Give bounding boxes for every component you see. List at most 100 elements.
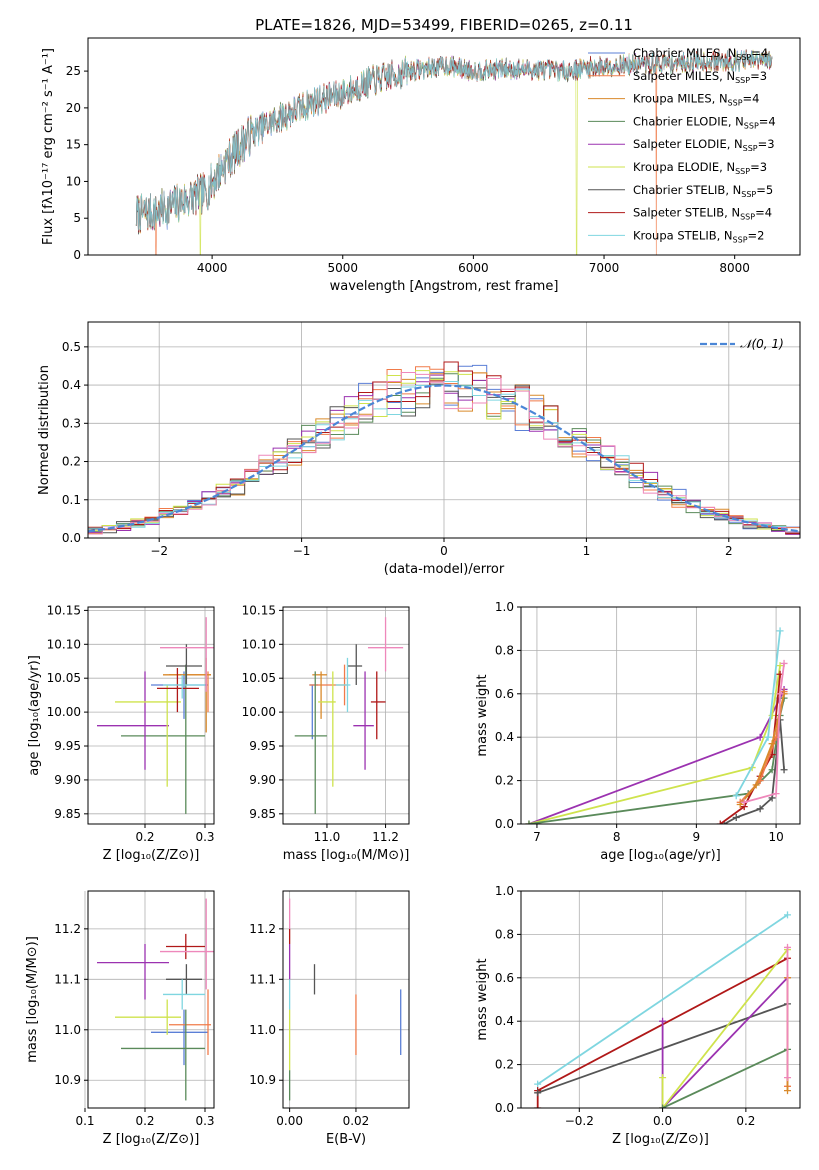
weight-marker	[659, 1074, 667, 1082]
legend-entry-sub: SSP	[744, 121, 759, 130]
x-axis-label: (data-model)/error	[384, 562, 505, 577]
weight-marker	[534, 1089, 542, 1097]
weight-marker	[756, 733, 764, 741]
x-axis-label: Z [log₁₀(Z/Z⊙)]	[103, 1132, 200, 1147]
x-tick-label: 0.0	[653, 1114, 672, 1128]
y-tick-label: 0	[73, 248, 81, 262]
y-tick-label: 0.0	[495, 1101, 514, 1115]
error-point-7	[157, 668, 199, 713]
error-point-4	[115, 999, 181, 1035]
mass-vs-z-panel: 0.1 0.2 0.3 10.9 11.0 11.1 11.2 Z [log₁₀(Z/Z⊙)]…	[25, 890, 215, 1147]
y-tick-label: 1.0	[495, 884, 514, 898]
weight-line-3	[723, 719, 785, 824]
weight-marker	[716, 820, 724, 824]
axes-frame	[87, 321, 801, 539]
legend-entry: Salpeter ELODIE, NSSP=3	[633, 137, 775, 153]
legend-entry-sub: SSP	[740, 213, 755, 222]
y-axis-label: mass [log₁₀(M/M⊙)]	[25, 936, 40, 1063]
y-tick-label: 0.4	[495, 1014, 514, 1028]
x-tick-label: 0.00	[276, 1114, 303, 1128]
error-point-1	[169, 989, 211, 1056]
x-tick-label: 11.0	[314, 830, 341, 844]
weight-line-5	[662, 1048, 788, 1108]
y-tick-label: 11.2	[54, 922, 81, 936]
x-tick-label: 10	[768, 830, 783, 844]
x-axis-label: mass [log₁₀(M/M⊙)]	[283, 848, 410, 863]
spectrum-line-8	[135, 50, 773, 231]
weight-line-0	[537, 914, 789, 1085]
y-tick-label: 15	[66, 138, 81, 152]
weight-vs-age-panel: 7 8 9 10 0.0 0.2 0.4 0.6 0.8 1.0 age [log₁₀(age/yr…	[475, 600, 801, 863]
weight-line-1	[528, 665, 781, 824]
weight-marker	[780, 659, 788, 667]
x-axis-label: wavelength [Angstrom, rest frame]	[330, 279, 559, 294]
plot-area	[288, 898, 402, 1101]
weight-marker	[784, 1087, 792, 1095]
y-tick-label: 11.1	[249, 972, 276, 986]
y-tick-label: 0.8	[495, 643, 514, 657]
legend-entry-sub: SSP	[735, 76, 750, 85]
legend-entry-main: Kroupa ELODIE, N	[633, 160, 735, 174]
y-tick-label: 10.9	[249, 1073, 276, 1087]
weight-line-5	[735, 630, 781, 797]
legend-entry-main: Chabrier ELODIE, N	[633, 114, 744, 128]
x-tick-label: 0.02	[343, 1114, 370, 1128]
x-tick-label: 7	[533, 830, 541, 844]
error-point-6	[166, 933, 205, 960]
legend-entry-tail: =4	[755, 206, 772, 220]
legend-entry-tail: =4	[759, 114, 776, 128]
weight-vs-z-panel: −0.2 0.0 0.2 0.0 0.2 0.4 0.6 0.8 1.0 Z [log₁₀(Z/Z…	[475, 884, 801, 1147]
y-tick-label: 5	[73, 211, 81, 225]
x-tick-label: 0.2	[135, 830, 154, 844]
weight-marker	[534, 1080, 542, 1088]
weight-marker	[659, 1104, 667, 1108]
error-point-4	[97, 671, 169, 770]
legend-entry: Kroupa MILES, NSSP=4	[633, 92, 759, 108]
y-tick-label: 0.4	[62, 378, 81, 392]
legend-entry-sub: SSP	[736, 53, 751, 62]
x-tick-label: −1	[293, 544, 311, 558]
error-point-5	[115, 684, 181, 787]
weight-marker	[776, 627, 784, 635]
plot-area	[97, 898, 214, 1101]
axes-frame	[282, 890, 410, 1109]
x-tick-label: 9	[693, 830, 701, 844]
x-tick-label: 2	[725, 544, 733, 558]
legend-entry: Kroupa ELODIE, NSSP=3	[633, 160, 767, 176]
legend-entry-main: Chabrier STELIB, N	[633, 183, 741, 197]
weight-line-3	[661, 977, 789, 1108]
plot-area	[135, 49, 773, 255]
gaussian-curve	[88, 384, 800, 533]
residuals-panel: −2 −1 0 1 2 0.0 0.1 0.2 0.3 0.4 0.5 (data-model)/er…	[37, 321, 801, 577]
y-tick-label: 0.8	[495, 927, 514, 941]
error-point-5	[318, 671, 336, 787]
y-tick-label: 0.3	[62, 416, 81, 430]
weight-marker	[768, 740, 776, 748]
x-tick-label: 4000	[197, 261, 228, 275]
axes-frame	[87, 606, 215, 825]
weight-marker	[534, 1104, 542, 1108]
weight-marker	[764, 733, 772, 741]
legend-entry-tail: =5	[756, 183, 773, 197]
weight-marker	[784, 911, 792, 919]
axes-frame	[282, 606, 410, 825]
y-tick-label: 10.15	[47, 603, 81, 617]
legend-entry-main: Salpeter MILES, N	[633, 69, 735, 83]
x-axis-label: Z [log₁₀(Z/Z⊙)]	[612, 1132, 709, 1147]
error-point-9	[367, 617, 404, 672]
weight-marker	[776, 662, 784, 670]
x-tick-label: −0.2	[565, 1114, 594, 1128]
x-tick-label: 0.2	[736, 1114, 755, 1128]
x-tick-label: 1	[583, 544, 591, 558]
legend-entry-sub: SSP	[741, 190, 756, 199]
y-tick-label: 10.10	[47, 637, 81, 651]
legend-entry-main: Salpeter ELODIE, N	[633, 137, 743, 151]
legend-entry-tail: =2	[748, 228, 765, 242]
y-tick-label: 25	[66, 64, 81, 78]
legend-entry-tail: =3	[758, 137, 775, 151]
x-tick-label: −2	[150, 544, 168, 558]
x-tick-label: 8000	[719, 261, 750, 275]
weight-marker	[752, 781, 760, 789]
y-tick-label: 0.2	[62, 455, 81, 469]
